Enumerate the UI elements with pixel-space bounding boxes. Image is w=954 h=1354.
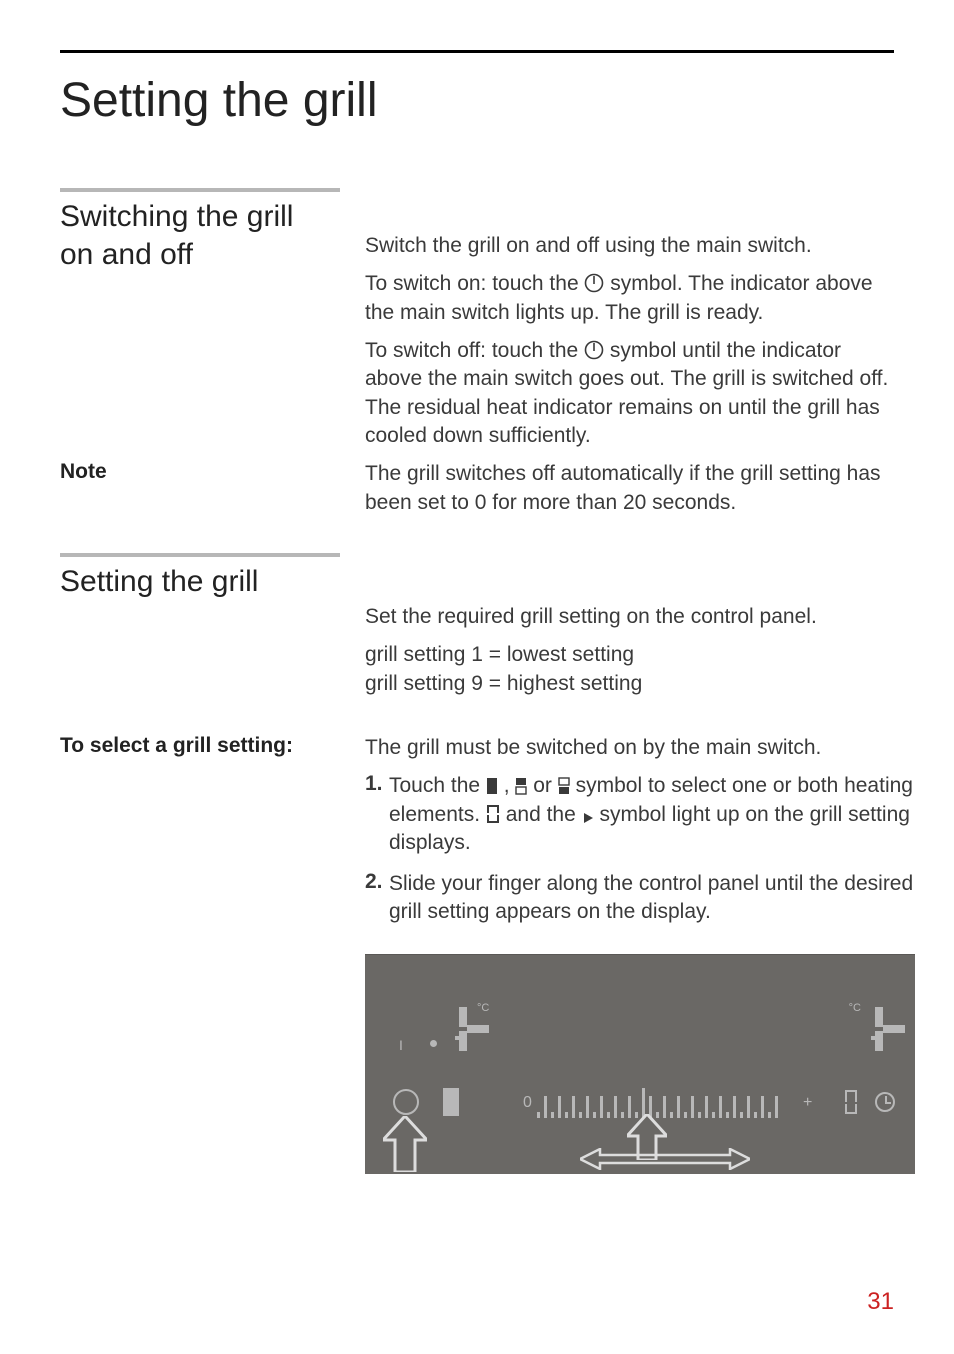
section-heading-setting: Setting the grill xyxy=(60,563,345,601)
setting-paragraph-3: grill setting 9 = highest setting xyxy=(365,670,894,698)
element-full-icon xyxy=(486,777,498,795)
power-button-icon xyxy=(393,1089,419,1115)
clock-icon xyxy=(875,1092,895,1112)
switch-paragraph-1: Switch the grill on and off using the ma… xyxy=(365,232,894,260)
switch-paragraph-2: To switch on: touch the symbol. The indi… xyxy=(365,270,894,327)
element-split-button xyxy=(481,1088,497,1116)
degree-label-right: °C xyxy=(849,1002,861,1014)
section-divider xyxy=(60,188,340,192)
step-2: 2. Slide your finger along the control p… xyxy=(365,870,915,927)
seven-seg-left xyxy=(455,1016,463,1034)
step-1: 1. Touch the , or symbol to select one o… xyxy=(365,772,915,857)
triangle-right-icon xyxy=(582,812,594,824)
element-small-button xyxy=(845,1090,857,1114)
up-arrow-icon xyxy=(383,1116,427,1172)
page-title: Setting the grill xyxy=(60,73,894,128)
panel-I-label: I xyxy=(399,1037,404,1053)
power-icon xyxy=(584,340,604,360)
slider-plus-label: + xyxy=(803,1094,812,1112)
slider-zero-label: 0 xyxy=(523,1094,532,1112)
note-label: Note xyxy=(60,460,345,484)
slider-ticks xyxy=(537,1088,797,1118)
page-number: 31 xyxy=(867,1288,894,1316)
power-icon xyxy=(584,273,604,293)
seven-seg-right xyxy=(871,1016,879,1034)
element-bottom-icon xyxy=(558,777,570,795)
double-arrow-icon xyxy=(580,1148,750,1170)
note-text: The grill switches off automatically if … xyxy=(365,460,894,517)
switch-paragraph-3: To switch off: touch the symbol until th… xyxy=(365,337,894,450)
section-heading-switch-line2: on and off xyxy=(60,236,345,274)
element-split-icon xyxy=(515,777,527,795)
top-divider xyxy=(60,50,894,53)
select-label: To select a grill setting: xyxy=(60,734,345,758)
section-heading-switch-line1: Switching the grill xyxy=(60,198,345,236)
element-full-button xyxy=(443,1088,459,1116)
section-divider xyxy=(60,553,340,557)
select-intro: The grill must be switched on by the mai… xyxy=(365,734,915,762)
digit-zero-icon xyxy=(486,804,500,824)
setting-paragraph-1: Set the required grill setting on the co… xyxy=(365,603,894,631)
setting-paragraph-2: grill setting 1 = lowest setting xyxy=(365,641,894,669)
control-panel-illustration: I °C °C 0 + xyxy=(365,954,915,1174)
indicator-dot xyxy=(430,1040,437,1047)
degree-label-left: °C xyxy=(477,1002,489,1014)
